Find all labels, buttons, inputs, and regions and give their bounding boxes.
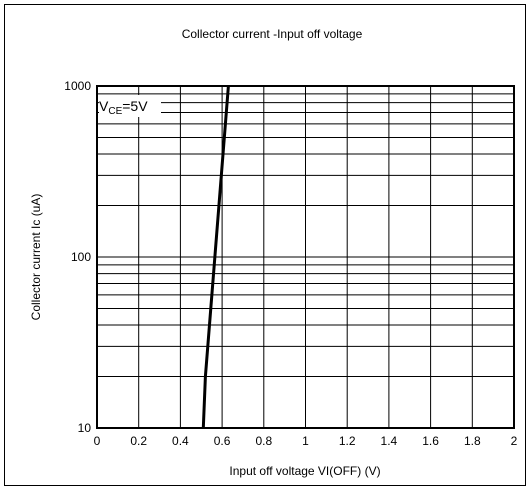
y-tick-label: 100 [71, 250, 91, 264]
series-line [201, 85, 230, 429]
plot-area-border [96, 85, 515, 429]
x-tick-label: 0.8 [255, 434, 272, 448]
x-tick-labels: 0 0.2 0.4 0.6 0.8 1 1.2 1.4 1.6 1.8 2 [94, 434, 518, 448]
annotation-rest: =5V [122, 98, 148, 114]
vce-annotation: VCE=5V [99, 98, 148, 117]
annotation-subscript: CE [108, 106, 122, 117]
y-tick-label: 10 [78, 421, 92, 435]
y-tick-label: 1000 [64, 79, 91, 93]
y-axis-label: Collector current Ic (uA) [29, 194, 43, 321]
chart-frame [4, 4, 526, 486]
y-tick-labels: 10 100 1000 [64, 79, 91, 435]
x-axis-label: Input off voltage VI(OFF) (V) [229, 464, 380, 478]
x-tick-label: 1.8 [464, 434, 481, 448]
x-tick-label: 2 [511, 434, 518, 448]
series-layer [201, 85, 230, 429]
annotation-base: V [99, 98, 109, 114]
x-tick-label: 0 [94, 434, 101, 448]
x-tick-label: 1.2 [339, 434, 356, 448]
chart-title: Collector current -Input off voltage [182, 27, 363, 41]
annotation-background [99, 95, 161, 117]
x-tick-label: 1.6 [422, 434, 439, 448]
x-tick-label: 0.6 [214, 434, 231, 448]
grid [97, 86, 514, 428]
x-tick-label: 0.2 [130, 434, 147, 448]
x-tick-label: 1 [302, 434, 309, 448]
x-tick-label: 0.4 [172, 434, 189, 448]
x-tick-label: 1.4 [381, 434, 398, 448]
